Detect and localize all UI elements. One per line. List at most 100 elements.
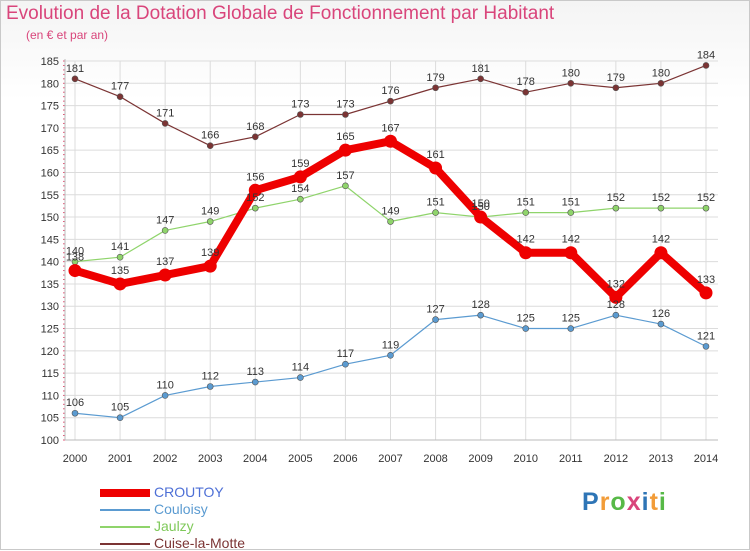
data-point [609,290,623,304]
y-tick-label: 125 [41,324,59,336]
data-point [203,259,217,273]
data-point [612,84,620,92]
y-tick-label: 185 [41,56,59,68]
data-point [657,320,665,328]
data-point [293,170,307,184]
series-lines [68,62,713,422]
data-point [387,351,394,359]
proxiti-logo: Proxiti [582,488,667,516]
y-tick-label: 140 [41,257,59,269]
data-label: 150 [471,201,489,213]
data-point [567,209,575,216]
data-point [384,134,397,148]
data-label: 147 [156,214,174,226]
data-label: 137 [156,256,174,268]
x-tick-label: 2004 [243,453,267,465]
x-tick-label: 2009 [468,453,492,465]
data-label: 125 [517,313,535,325]
data-point [477,75,484,83]
data-label: 126 [652,308,670,320]
x-tick-label: 2012 [604,453,628,465]
data-label: 173 [336,99,354,111]
data-point [113,277,127,291]
legend-swatch [100,509,150,511]
data-point [429,161,443,175]
data-point [657,79,665,87]
data-point [519,246,533,260]
data-point [161,120,169,127]
data-label: 151 [517,197,535,209]
data-label: 171 [156,107,174,119]
data-point [116,93,124,100]
y-tick-label: 160 [41,167,59,179]
data-point [158,268,172,282]
x-tick-label: 2011 [559,453,583,465]
data-label: 152 [607,192,625,204]
data-label: 141 [111,241,129,253]
y-tick-label: 155 [41,190,59,202]
data-point [206,218,214,225]
data-label: 179 [607,72,625,84]
data-point [297,374,304,381]
legend-swatch [100,543,150,545]
data-label: 128 [607,299,625,311]
legend-label: Jaulzy [154,518,194,534]
data-point [297,111,304,118]
data-label: 180 [652,67,670,79]
y-tick-label: 165 [41,145,59,157]
grid [65,60,718,441]
y-tick-label: 145 [41,234,59,246]
data-label: 139 [201,247,219,259]
data-point [702,343,710,350]
data-point [206,142,214,150]
data-label: 132 [607,278,625,290]
data-label: 156 [246,171,264,183]
x-tick-label: 2014 [694,453,718,465]
x-tick-label: 2006 [333,453,357,465]
data-point [251,378,259,386]
data-label: 133 [697,274,715,286]
data-point [206,383,214,390]
data-label: 178 [517,76,535,88]
data-label: 173 [291,99,309,111]
y-tick-label: 175 [41,101,59,113]
data-label: 149 [201,206,219,218]
data-point [71,409,79,417]
y-tick-label: 110 [41,390,59,402]
data-label: 135 [111,265,129,277]
data-point [702,62,710,69]
data-label: 159 [291,158,309,170]
data-labels: 106 105 110 112 113 114 117 119 127 128 125 125 128 1… [66,49,715,413]
data-point [161,392,169,399]
y-tick-label: 180 [41,78,59,90]
data-label: 142 [517,234,535,246]
data-point [477,311,484,319]
data-point [251,204,259,212]
data-point [68,264,82,278]
data-point [657,204,665,212]
data-label: 125 [562,313,580,325]
y-tick-label: 100 [41,435,59,447]
data-label: 127 [426,304,444,316]
data-label: 128 [471,299,489,311]
data-point [564,246,578,260]
y-tick-label: 120 [41,346,59,358]
data-label: 177 [111,81,129,93]
data-label: 152 [697,192,715,204]
y-tick-label: 150 [41,212,59,224]
data-label: 113 [247,366,265,378]
data-point [612,204,620,212]
data-point [432,316,439,323]
x-tick-label: 2010 [513,453,537,465]
y-tick-label: 115 [41,368,59,380]
axes: 100 105 110 115 120 125 130 135 140 145 150 155 160 1… [41,56,719,465]
y-tick-label: 105 [41,413,59,425]
data-label: 105 [111,402,129,414]
data-label: 166 [201,130,219,142]
data-label: 184 [697,49,715,61]
data-point [522,325,530,332]
data-point [116,414,124,422]
data-label: 181 [471,63,489,75]
data-label: 138 [66,252,84,264]
data-label: 152 [652,192,670,204]
